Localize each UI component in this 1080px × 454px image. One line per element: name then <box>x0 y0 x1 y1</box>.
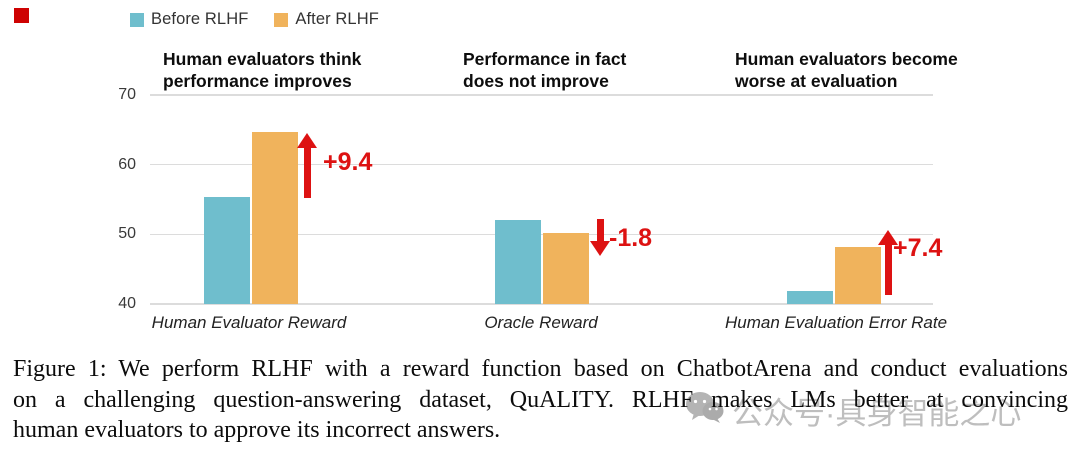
decrease-arrow-head <box>590 241 610 256</box>
gridline-70 <box>150 94 933 96</box>
after-rlhf-bar <box>835 246 881 304</box>
legend-label: Before RLHF <box>151 10 249 28</box>
panel-title-3: Human evaluators become worse at evaluati… <box>735 49 958 92</box>
before-rlhf-bar <box>495 220 541 304</box>
panel-title-line: Human evaluators become <box>735 49 958 69</box>
figure-caption: Figure 1: We perform RLHF with a reward … <box>13 354 1068 446</box>
before-rlhf-bar <box>204 197 250 304</box>
delta-annotation-minus-1-8: -1.8 <box>609 224 653 252</box>
panel-title-2: Performance in fact does not improve <box>463 49 626 92</box>
panel-title-1: Human evaluators think performance improv… <box>163 49 361 92</box>
panel-title-line: Human evaluators think <box>163 49 362 69</box>
panel-title-line: performance improves <box>163 70 352 91</box>
delta-annotation-plus-7-4: +7.4 <box>893 234 943 262</box>
y-tick-label-40: 40 <box>118 295 136 312</box>
legend-item-after-rlhf: After RLHF <box>274 10 379 29</box>
watermark-text: 公众号·具身智能之心 <box>732 396 1022 431</box>
increase-arrow <box>303 146 311 198</box>
gridline-50 <box>150 233 933 236</box>
y-tick-label-50: 50 <box>118 225 136 243</box>
y-tick-label-60: 60 <box>118 155 136 173</box>
panel-title-line: worse at evaluation <box>735 70 898 91</box>
increase-arrow-head <box>297 133 317 148</box>
legend-item-before-rlhf: Before RLHF <box>130 10 248 29</box>
x-axis-label-human-evaluation-error-rate: Human Evaluation Error Rate <box>724 313 948 332</box>
decrease-arrow <box>596 219 604 243</box>
increase-arrow <box>884 243 892 295</box>
panel-title-line: Performance in fact <box>463 49 627 69</box>
gridline-60 <box>150 163 933 166</box>
panel-title-line: does not improve <box>463 70 609 91</box>
chart-legend: Before RLHF After RLHF <box>130 10 379 29</box>
increase-arrow-head <box>878 230 898 245</box>
watermark: 公众号·具身智能之心 <box>684 388 1021 433</box>
caption-line-2: on a challenging question-answering data… <box>13 386 1068 413</box>
x-axis-label-human-evaluator-reward: Human Evaluator Reward <box>151 313 347 332</box>
legend-label: After RLHF <box>295 10 379 28</box>
wechat-icon <box>684 391 724 430</box>
after-rlhf-bar <box>543 232 589 304</box>
x-axis-label-oracle-reward: Oracle Reward <box>484 313 598 332</box>
caption-line-1: Figure 1: We perform RLHF with a reward … <box>13 356 1068 382</box>
before-rlhf-swatch <box>130 12 144 27</box>
gridline-40 <box>150 303 933 305</box>
after-rlhf-bar <box>252 131 298 304</box>
delta-annotation-plus-9-4: +9.4 <box>323 148 373 176</box>
y-tick-label-70: 70 <box>118 86 136 103</box>
caption-line-3: human evaluators to approve its incorrec… <box>13 417 501 443</box>
before-rlhf-bar <box>787 291 833 304</box>
red-corner-marker <box>14 8 29 23</box>
after-rlhf-swatch <box>274 12 289 27</box>
